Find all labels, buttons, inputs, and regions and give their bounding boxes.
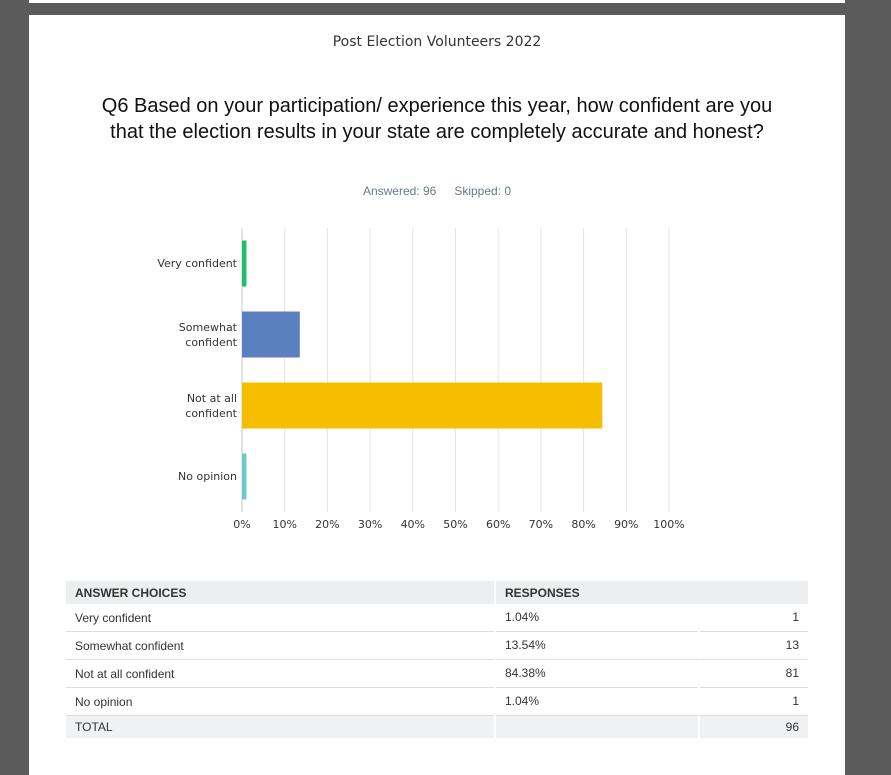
response-percent: 1.04% bbox=[493, 604, 700, 632]
question: Q6 Based on your participation/ experien… bbox=[101, 95, 773, 143]
table-row: Very confident 1.04% 1 bbox=[66, 604, 808, 632]
answered: Answered: 96 bbox=[362, 184, 437, 198]
response-count: 1 bbox=[698, 687, 808, 716]
empty-cell bbox=[493, 715, 700, 738]
table-row: Not at all confident 84.38% 81 bbox=[66, 659, 808, 688]
bar bbox=[242, 240, 247, 287]
response-count: 81 bbox=[698, 659, 808, 688]
answer-choice: Not at all confident bbox=[66, 659, 495, 688]
bar bbox=[242, 311, 300, 358]
survey-title: Post Election Volunteers 2022 bbox=[332, 34, 542, 50]
previous-page bbox=[29, 0, 845, 3]
response-percent: 1.04% bbox=[493, 687, 700, 716]
category-cell: Very confident bbox=[157, 244, 237, 284]
bar bbox=[242, 382, 603, 429]
response-percent: 13.54% bbox=[493, 631, 700, 660]
response-table: ANSWER CHOICES RESPONSES Very confident 1… bbox=[66, 581, 808, 738]
x-tick-label: 30% bbox=[358, 518, 382, 531]
skipped: Skipped: 0 bbox=[454, 184, 512, 198]
category-label: Very confident bbox=[157, 257, 237, 270]
total-label: TOTAL bbox=[66, 715, 495, 738]
table-row: Somewhat confident 13.54% 13 bbox=[66, 631, 808, 660]
category-label: Not at all confident bbox=[185, 391, 237, 420]
response-count: 1 bbox=[698, 604, 808, 632]
category-label: Somewhat confident bbox=[178, 320, 237, 349]
response-count: 13 bbox=[698, 631, 808, 660]
x-tick-label: 80% bbox=[571, 518, 595, 531]
x-tick-label: 100% bbox=[653, 518, 684, 531]
bar bbox=[242, 453, 247, 500]
table-row: No opinion 1.04% 1 bbox=[66, 687, 808, 716]
x-tick-label: 60% bbox=[486, 518, 510, 531]
x-tick-label: 70% bbox=[529, 518, 553, 531]
category-cell: Not at all confident bbox=[157, 386, 237, 426]
answer-choice: Somewhat confident bbox=[66, 631, 495, 660]
x-tick-label: 0% bbox=[233, 518, 250, 531]
x-tick-label: 90% bbox=[614, 518, 638, 531]
column-header: RESPONSES bbox=[494, 581, 808, 604]
x-tick-label: 10% bbox=[272, 518, 296, 531]
total-count: 96 bbox=[698, 715, 808, 738]
category-label: No opinion bbox=[178, 470, 237, 483]
x-tick-label: 50% bbox=[443, 518, 467, 531]
x-tick-label: 40% bbox=[401, 518, 425, 531]
column-header: ANSWER CHOICES bbox=[66, 581, 495, 604]
total-row: TOTAL 96 bbox=[66, 715, 808, 738]
answer-choice: No opinion bbox=[66, 687, 495, 716]
stats: Answered: 96 Skipped: 0 bbox=[29, 184, 845, 198]
header-row: ANSWER CHOICES RESPONSES bbox=[66, 581, 808, 604]
response-percent: 84.38% bbox=[493, 659, 700, 688]
x-tick-label: 20% bbox=[315, 518, 339, 531]
category-cell: No opinion bbox=[157, 457, 237, 497]
answer-choice: Very confident bbox=[66, 604, 495, 632]
category-cell: Somewhat confident bbox=[157, 315, 237, 355]
